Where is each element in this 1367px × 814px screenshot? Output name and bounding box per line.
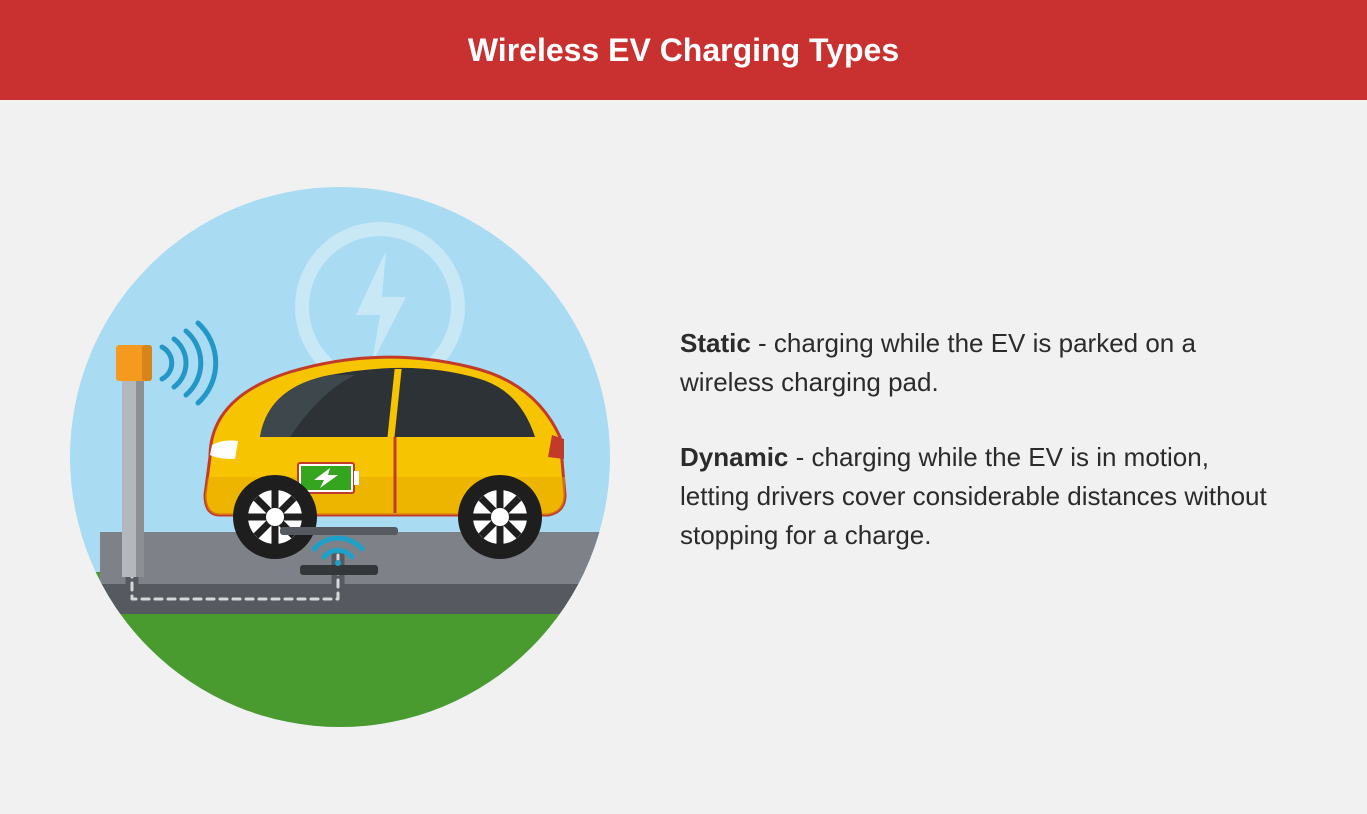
definition-dynamic: Dynamic - charging while the EV is in mo… xyxy=(680,438,1267,555)
front-wheel xyxy=(233,475,317,559)
def-sep-1: - xyxy=(788,442,811,472)
ev-illustration xyxy=(60,187,620,727)
rear-wheel xyxy=(458,475,542,559)
ev-charging-svg xyxy=(70,187,610,727)
def-label-static: Static xyxy=(680,328,751,358)
page: Wireless EV Charging Types xyxy=(0,0,1367,814)
battery-icon xyxy=(298,463,359,493)
content-area: Static - charging while the EV is parked… xyxy=(0,100,1367,814)
header-bar: Wireless EV Charging Types xyxy=(0,0,1367,100)
page-title: Wireless EV Charging Types xyxy=(468,32,899,69)
definitions-text: Static - charging while the EV is parked… xyxy=(680,324,1307,591)
definition-static: Static - charging while the EV is parked… xyxy=(680,324,1267,402)
def-label-dynamic: Dynamic xyxy=(680,442,788,472)
def-sep-0: - xyxy=(751,328,774,358)
